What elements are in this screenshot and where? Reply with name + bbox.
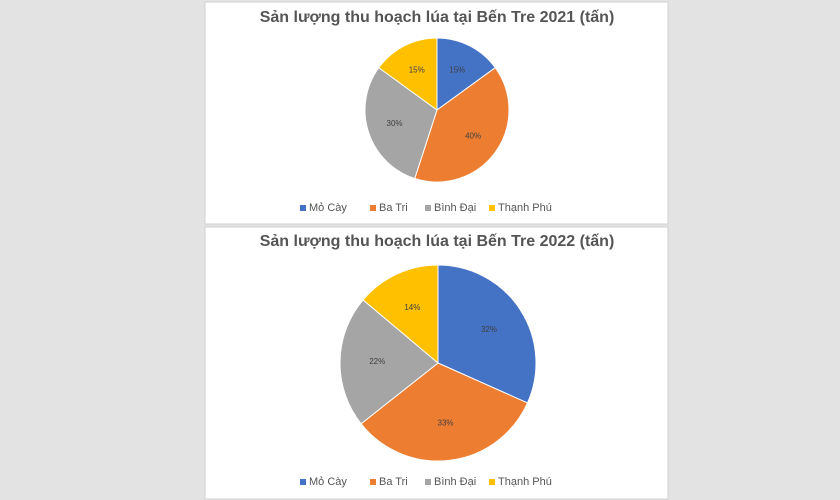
data-label: 22% — [369, 357, 385, 366]
legend-swatch — [370, 205, 376, 211]
pie-slice — [414, 66, 510, 183]
pie-slice — [360, 362, 529, 462]
chart-title: Sản lượng thu hoạch lúa tại Bến Tre 2022… — [260, 233, 615, 250]
data-label: 15% — [409, 65, 425, 74]
data-label: 32% — [481, 325, 497, 334]
legend-swatch — [489, 205, 495, 211]
pie-slice — [436, 37, 496, 111]
legend-swatch — [300, 479, 306, 485]
data-label: 14% — [404, 303, 420, 312]
pie-slice — [339, 299, 439, 425]
pie-slice — [378, 37, 438, 111]
legend-label: Thạnh Phú — [498, 202, 552, 214]
legend-label: Thạnh Phú — [498, 476, 552, 488]
legend-label: Bình Đại — [434, 476, 476, 488]
pie-slice — [362, 264, 439, 365]
legend-swatch — [489, 479, 495, 485]
legend-label: Mỏ Cày — [309, 202, 347, 214]
legend-label: Mỏ Cày — [309, 476, 347, 488]
data-label: 15% — [449, 65, 465, 74]
pie-slice — [364, 66, 438, 180]
legend-label: Bình Đại — [434, 202, 476, 214]
chart-title: Sản lượng thu hoạch lúa tại Bến Tre 2021… — [260, 9, 615, 26]
legend-label: Ba Tri — [379, 476, 408, 488]
data-label: 33% — [438, 418, 454, 427]
data-label: 40% — [465, 131, 481, 140]
legend-swatch — [425, 205, 431, 211]
data-label: 30% — [387, 119, 403, 128]
legend-swatch — [370, 479, 376, 485]
legend-swatch — [425, 479, 431, 485]
pie-slice — [437, 264, 537, 404]
legend-label: Ba Tri — [379, 202, 408, 214]
legend-swatch — [300, 205, 306, 211]
